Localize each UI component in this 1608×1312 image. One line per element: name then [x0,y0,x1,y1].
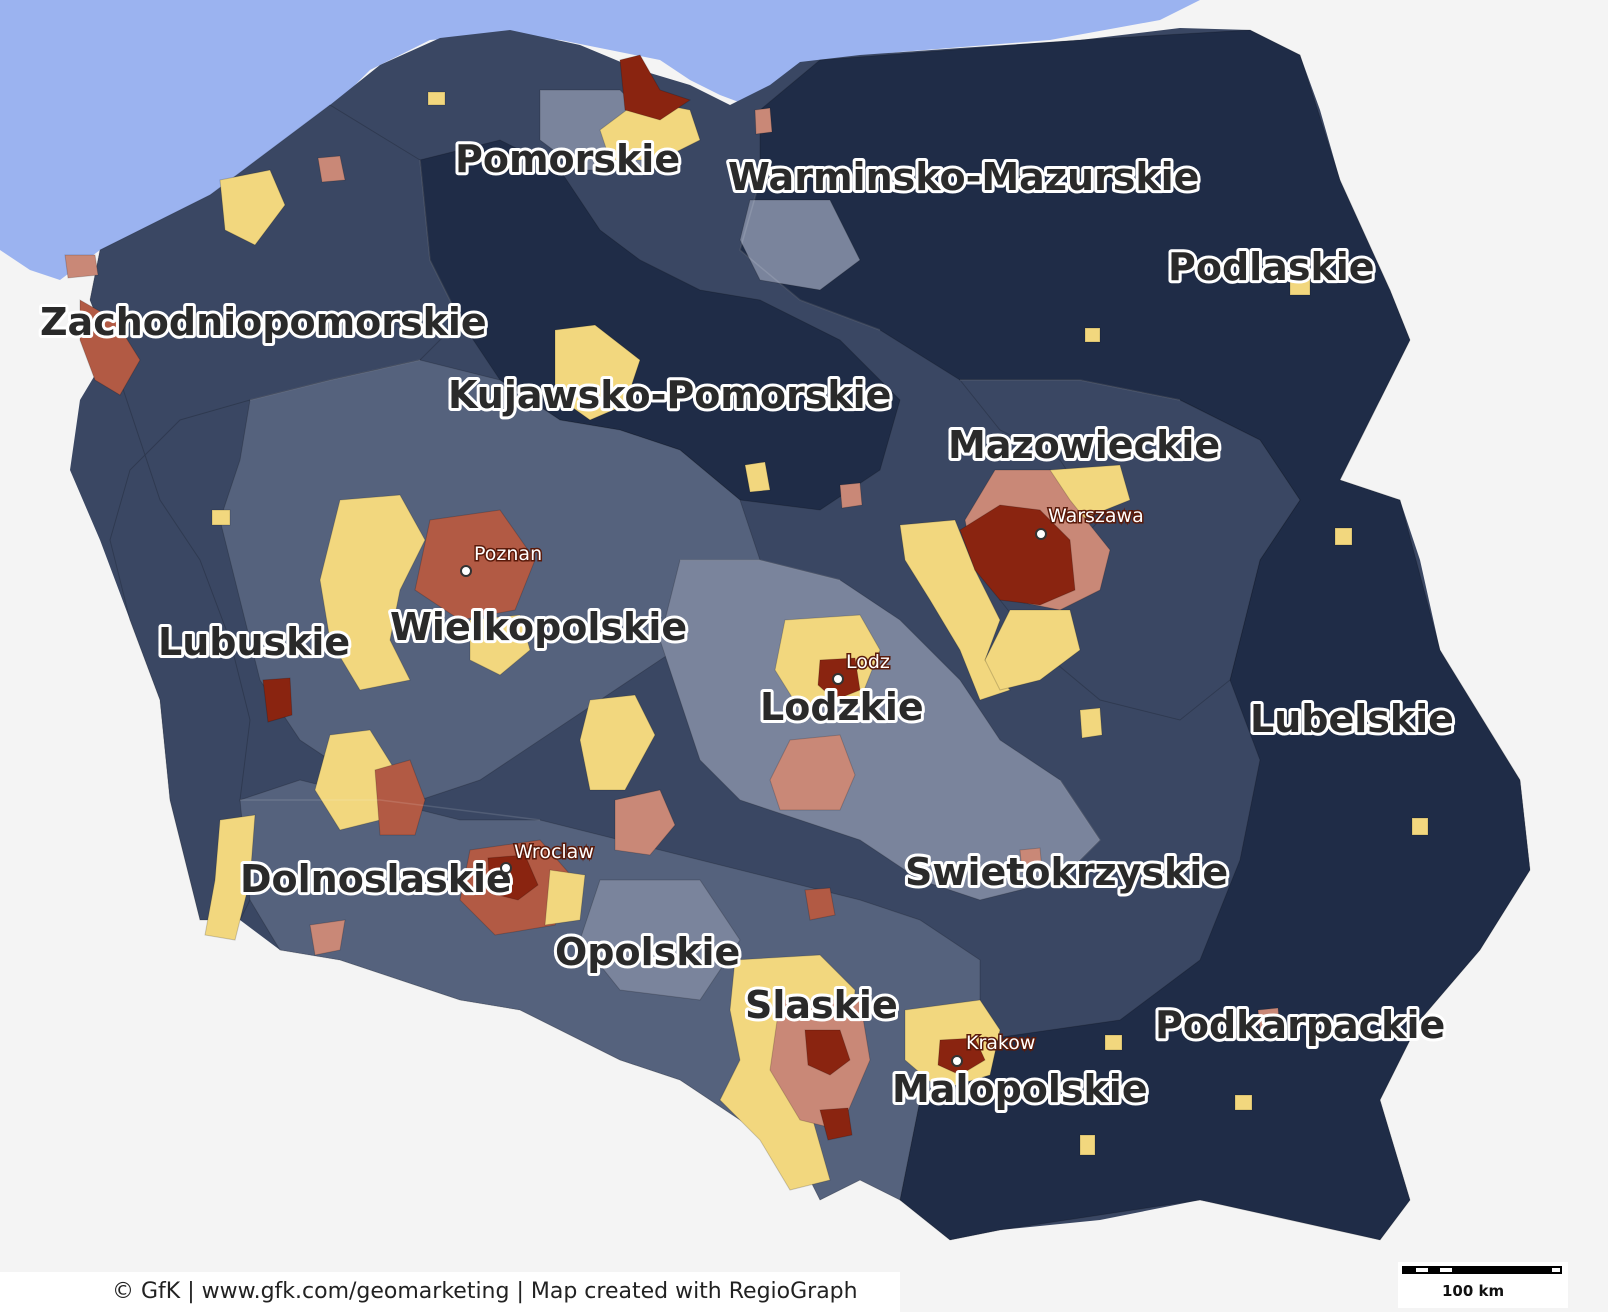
scale-bar: 100 km [1398,1262,1568,1308]
scale-bar-segment [1428,1268,1440,1272]
zone-torun [744,461,771,493]
map-credit: © GfK | www.gfk.com/geomarketing | Map c… [0,1272,900,1312]
scale-bar-segment [1452,1268,1552,1272]
zone-jelenia-gora [204,814,256,941]
zone-center [659,559,1101,901]
credit-text: © GfK | www.gfk.com/geomarketing | Map c… [112,1279,858,1304]
zone-koszalin [219,169,286,246]
city-label: Krakow [966,1032,1035,1054]
zone-elblag [754,107,773,135]
district-borders [240,159,1181,881]
zone-kielce [1019,847,1043,873]
zone-przemysl [1234,1094,1253,1111]
zone-radom [1079,707,1103,739]
region-label: Dolnoslaskie [240,857,512,901]
zone-gorzow [319,494,426,691]
region-label: Wielkopolskie [390,605,687,649]
zone-warszawa-west [899,519,1011,701]
city-label: Poznan [474,543,542,565]
zone-legnica-east [374,759,426,836]
zone-bydgoszcz [554,324,641,421]
region-label: Warminsko-Mazurskie [728,155,1199,199]
zone-tarnow [1257,1007,1281,1031]
zone-slupsk [427,91,446,106]
zone-wroclaw-east [544,869,586,926]
city-dot [951,1055,963,1067]
region-label: Pomorskie [455,137,680,181]
scale-bar-line [1402,1266,1562,1274]
zone-sieradz [804,887,836,921]
zone-poznan [414,509,536,621]
region-label: Lubuskie [158,620,350,664]
city-label: Warszawa [1048,505,1144,527]
zone-kolobrzeg [317,155,346,183]
region-labels: Pomorskie Warminsko-Mazurskie Podlaskie Zac… [37,134,1457,1114]
city-dot [1035,528,1047,540]
city-dot [500,862,512,874]
zone-katowice [804,1029,851,1076]
zone-warszawa-south [984,609,1081,691]
region-label: Zachodniopomorskie [40,300,487,344]
region-label: Lodzkie [760,685,924,729]
zone-north-east [739,199,861,291]
city-label: Lodz [846,651,890,673]
region-label: Swietokrzyskie [905,850,1228,894]
zone-szczecin [79,299,141,396]
zone-kalisz [579,694,656,791]
scale-bar-label: 100 km [1442,1282,1505,1300]
zone-bielsko [819,1107,853,1141]
region-label: Opolskie [555,930,740,974]
region-label: Slaskie [745,983,898,1027]
zone-west [89,104,461,921]
region-label: Podkarpackie [1155,1003,1445,1047]
zone-lodz-south [769,734,856,811]
zone-swinoujscie [64,254,99,279]
region-label: Lubelskie [1250,697,1454,741]
scale-bar-segment [1404,1268,1416,1272]
zone-krakow [937,1037,986,1076]
zone-lublin [1334,527,1353,546]
region-label: Podlaskie [1168,245,1375,289]
zone-walbrzych [309,919,346,956]
zone-lomza [1084,327,1101,343]
zone-krosno [1079,1134,1096,1156]
region-label: Mazowieckie [948,423,1220,467]
city-label: Wroclaw [514,841,594,863]
zone-plock [839,482,863,509]
city-markers: Warszawa Poznan Lodz Wroclaw Krakow [460,504,1145,1067]
zone-zamosc [1411,817,1429,836]
baltic-sea [0,0,1200,280]
city-dot [832,673,844,685]
region-label: Malopolskie [892,1067,1148,1111]
zone-zielona-gora [262,677,293,723]
zone-poznan-south [469,614,531,676]
zone-leszno [211,509,231,526]
zone-opole [579,879,741,1001]
zone-warszawa [959,504,1076,606]
region-label: Kujawsko-Pomorskie [448,373,891,417]
zone-gdansk [619,54,692,121]
zone-bialystok [1289,277,1311,296]
zone-rzeszow [1104,1034,1123,1051]
zone-opole-east [614,789,676,856]
urban-hotspots [64,54,1429,1191]
city-dot [460,565,472,577]
